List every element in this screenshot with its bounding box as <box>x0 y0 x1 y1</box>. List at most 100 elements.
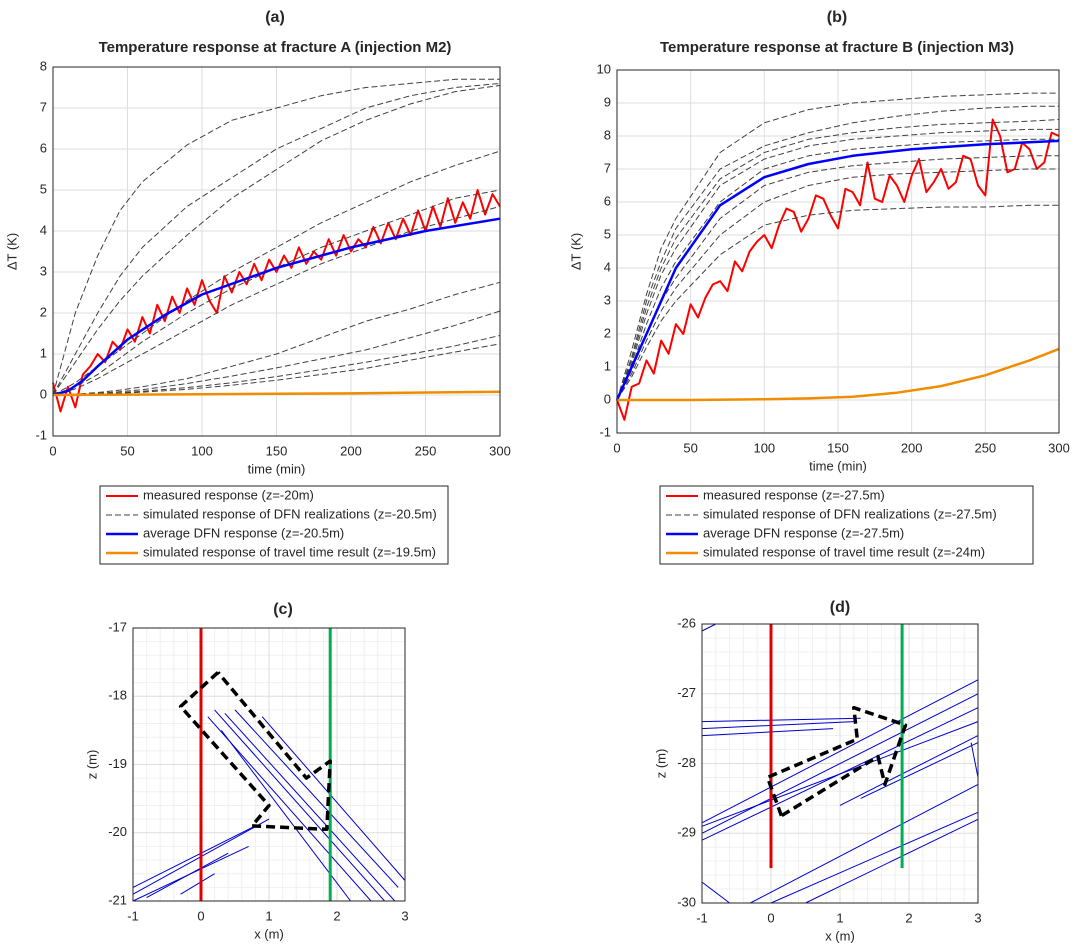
series-line <box>52 82 501 396</box>
series-line <box>839 735 979 806</box>
y-tick-label: -20 <box>108 824 127 839</box>
y-tick-label: -21 <box>108 892 127 907</box>
x-tick-label: 3 <box>974 910 981 925</box>
y-tick-label: 6 <box>604 193 611 208</box>
y-tick-label: 4 <box>604 259 611 274</box>
x-axis-label: time (min) <box>248 461 306 476</box>
series-line <box>180 873 215 895</box>
series-line <box>52 281 501 396</box>
x-tick-label: 250 <box>415 443 437 458</box>
series-line <box>132 825 256 888</box>
y-tick-label: 6 <box>40 140 47 155</box>
series-line <box>616 128 1059 401</box>
series-line <box>701 623 717 632</box>
y-tick-label: -19 <box>108 756 127 771</box>
x-tick-label: 200 <box>340 443 362 458</box>
axes-box <box>52 66 501 437</box>
y-tick-label: 3 <box>40 263 47 278</box>
y-tick-label: 8 <box>40 58 47 73</box>
x-tick-label: 150 <box>827 440 849 455</box>
series-line <box>146 852 229 899</box>
x-tick-label: 2 <box>905 910 912 925</box>
axes-box <box>132 627 406 902</box>
x-tick-label: -1 <box>696 910 708 925</box>
x-tick-label: -1 <box>127 908 139 923</box>
y-tick-label: -18 <box>108 688 127 703</box>
x-axis-label: time (min) <box>809 458 867 473</box>
series-line <box>224 712 396 902</box>
y-tick-label: -1 <box>599 424 611 439</box>
series-line <box>701 881 730 904</box>
series-line <box>52 84 501 396</box>
panel-label: (c) <box>273 601 293 618</box>
y-tick-label: -27 <box>677 685 696 700</box>
series-line <box>616 118 1060 421</box>
series-line <box>615 139 1060 401</box>
y-tick-label: 2 <box>40 304 47 319</box>
x-tick-label: 1 <box>836 910 843 925</box>
legend-label: simulated response of travel time result… <box>143 544 436 559</box>
y-tick-label: -30 <box>677 894 696 909</box>
y-axis-label: z (m) <box>84 750 99 780</box>
legend-label: measured response (z=-20m) <box>143 487 314 502</box>
series-line <box>701 728 834 737</box>
x-tick-label: 0 <box>49 443 56 458</box>
series-line <box>805 818 979 904</box>
series-line <box>750 783 979 904</box>
series-line <box>52 189 501 396</box>
series-line <box>52 217 501 397</box>
x-tick-label: 300 <box>1048 440 1070 455</box>
y-axis-label: ΔT (K) <box>568 233 583 270</box>
series-line <box>970 742 979 778</box>
y-tick-label: 0 <box>604 391 611 406</box>
chart-title: Temperature response at fracture A (inje… <box>99 39 452 56</box>
x-tick-label: 300 <box>489 443 511 458</box>
x-tick-label: 3 <box>401 908 408 923</box>
x-axis-label: x (m) <box>825 928 855 943</box>
legend-label: average DFN response (z=-27.5m) <box>703 525 904 540</box>
series-line <box>860 742 979 799</box>
series-line <box>701 721 979 827</box>
y-tick-label: 1 <box>40 345 47 360</box>
y-tick-label: 9 <box>604 94 611 109</box>
series-line <box>261 716 406 881</box>
x-tick-label: 100 <box>753 440 775 455</box>
series-line <box>616 105 1059 401</box>
series-line <box>616 138 1059 401</box>
series-line <box>701 717 861 723</box>
legend-label: simulated response of DFN realizations (… <box>703 506 997 521</box>
legend-box <box>99 485 449 565</box>
series-line <box>52 150 501 396</box>
series-line <box>207 716 372 902</box>
x-tick-label: 50 <box>683 440 697 455</box>
series-line <box>617 347 1060 402</box>
series-line <box>52 390 501 397</box>
y-tick-label: -26 <box>677 615 696 630</box>
x-axis-label: x (m) <box>254 926 284 941</box>
y-tick-label: 5 <box>40 181 47 196</box>
x-tick-label: 250 <box>974 440 996 455</box>
y-tick-label: -29 <box>677 825 696 840</box>
series-line <box>234 709 399 888</box>
y-tick-label: 7 <box>40 99 47 114</box>
x-tick-label: 150 <box>266 443 288 458</box>
y-tick-label: -1 <box>35 427 47 442</box>
x-tick-label: 50 <box>120 443 134 458</box>
x-tick-label: 200 <box>901 440 923 455</box>
series-line <box>616 155 1059 401</box>
series-line <box>616 168 1059 401</box>
y-axis-label: z (m) <box>653 749 668 779</box>
chart-title: Temperature response at fracture B (inje… <box>660 39 1014 56</box>
legend-label: measured response (z=-27.5m) <box>703 487 885 502</box>
x-tick-label: 100 <box>191 443 213 458</box>
panel-label: (b) <box>827 9 847 26</box>
axes-box <box>701 623 979 904</box>
series-line <box>701 679 979 824</box>
y-tick-label: 1 <box>604 358 611 373</box>
series-line <box>52 335 501 396</box>
y-tick-label: 10 <box>597 61 611 76</box>
y-tick-label: 8 <box>604 127 611 142</box>
series-line <box>701 721 854 730</box>
y-axis-label: ΔT (K) <box>4 233 19 270</box>
